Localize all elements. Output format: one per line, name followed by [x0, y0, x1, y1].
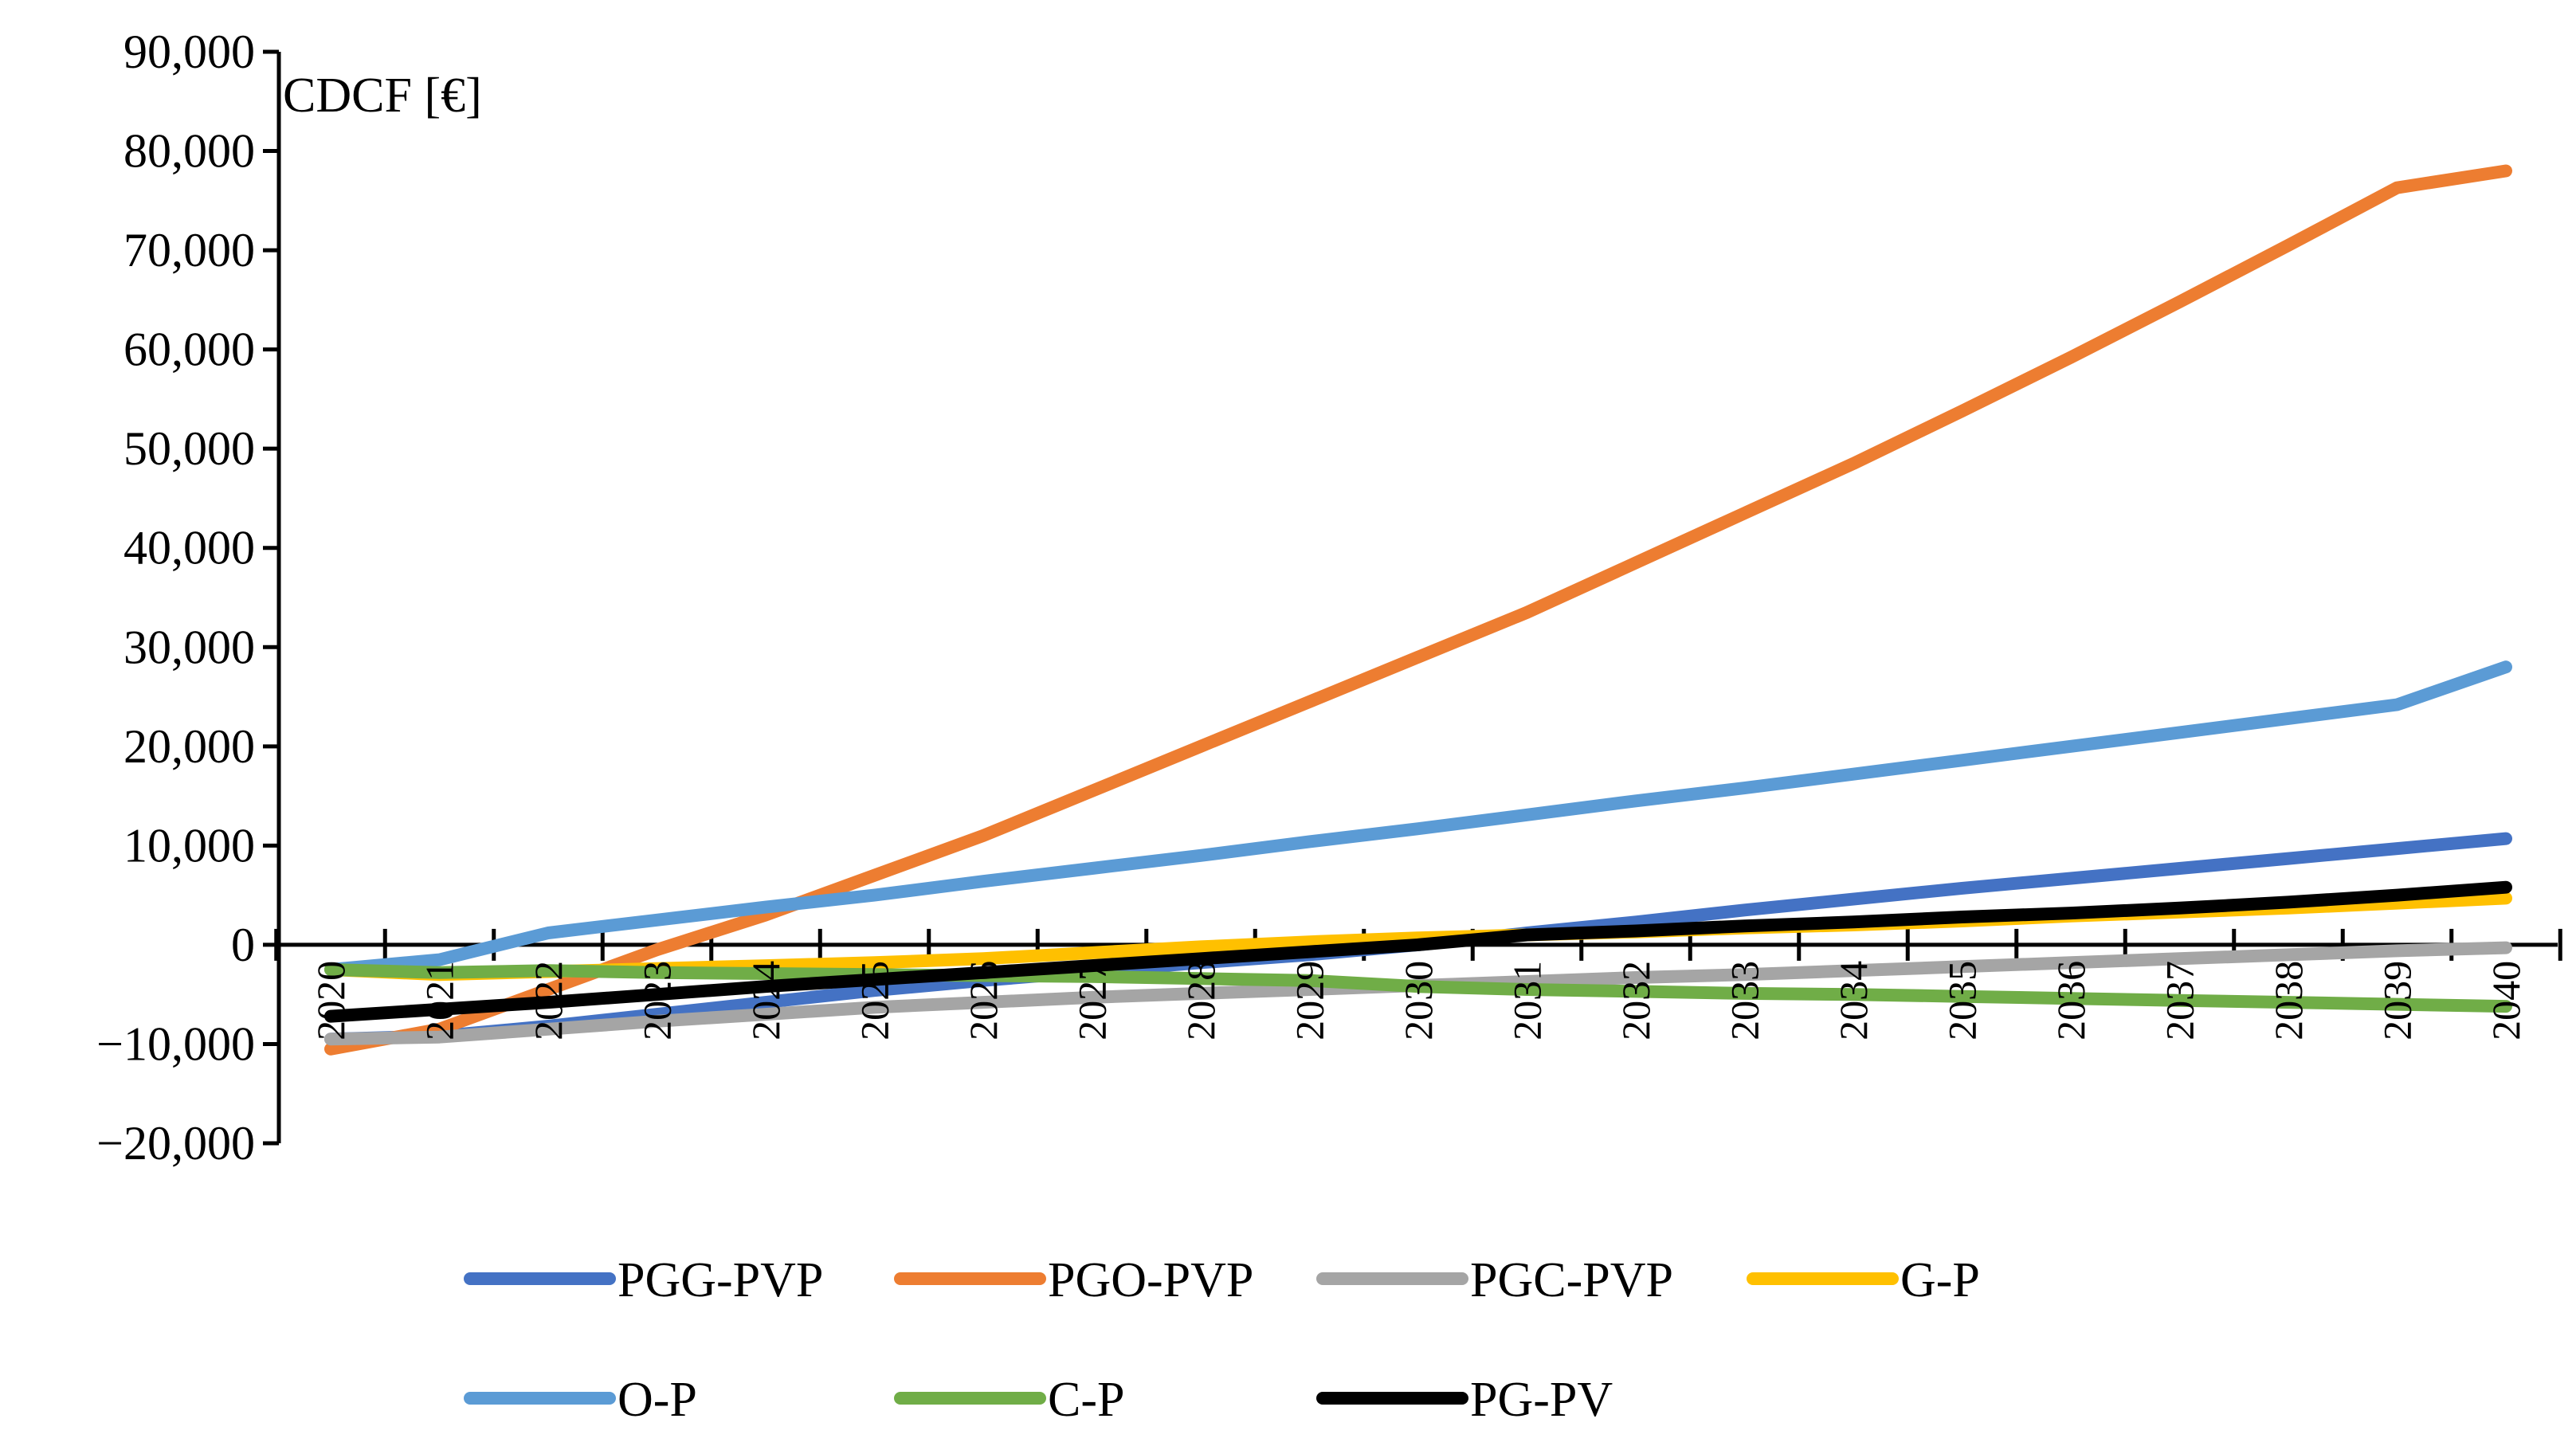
- labels-layer: −20,000 −10,000 0 10,000 20,000 30,000 40,000 5…: [96, 25, 2528, 1170]
- x-tick-label: 2032: [1613, 961, 1658, 1040]
- x-tick-label: 2020: [308, 961, 353, 1040]
- x-tick-label: 2023: [635, 961, 680, 1040]
- legend-label: PGO-PVP: [1048, 1253, 1253, 1307]
- y-tick-label: −10,000: [96, 1017, 255, 1070]
- y-axis-title: CDCF [€]: [283, 69, 482, 123]
- x-tick-label: 2035: [1940, 961, 1985, 1040]
- x-tick-label: 2024: [743, 961, 788, 1040]
- legend-label: G-P: [1900, 1253, 1980, 1307]
- x-tick-label: 2038: [2266, 961, 2311, 1040]
- series-line-pg-pv: [324, 880, 2512, 1023]
- y-tick-label: −20,000: [96, 1117, 255, 1170]
- series-line-c-p: [324, 963, 2512, 1013]
- legend-label: PGC-PVP: [1470, 1253, 1673, 1307]
- y-tick-label: 40,000: [124, 522, 255, 574]
- x-tick-label: 2029: [1288, 961, 1332, 1040]
- x-tick-label: 2027: [1070, 961, 1115, 1040]
- y-tick-label: 90,000: [124, 25, 255, 78]
- legend-label: PGG-PVP: [618, 1253, 823, 1307]
- y-tick-label: 0: [231, 919, 255, 971]
- x-tick-label: 2022: [526, 961, 570, 1040]
- legend-label: C-P: [1048, 1373, 1124, 1427]
- y-tick-label: 60,000: [124, 323, 255, 376]
- y-tick-label: 20,000: [124, 720, 255, 773]
- y-tick-label: 50,000: [124, 422, 255, 475]
- x-tick-label: 2031: [1505, 961, 1550, 1040]
- x-tick-label: 2037: [2158, 961, 2202, 1040]
- y-tick-label: 10,000: [124, 819, 255, 872]
- y-tick-label: 70,000: [124, 224, 255, 276]
- x-tick-label: 2040: [2484, 961, 2528, 1040]
- x-tick-label: 2039: [2375, 961, 2420, 1040]
- y-tick-label: 80,000: [124, 125, 255, 178]
- x-tick-label: 2030: [1396, 961, 1441, 1040]
- series-line-pgo-pvp: [324, 164, 2512, 1056]
- series-layer: [324, 164, 2512, 1056]
- x-tick-label: 2021: [418, 961, 462, 1040]
- x-tick-label: 2026: [961, 961, 1006, 1040]
- x-tick-label: 2034: [1831, 961, 1876, 1040]
- x-tick-label: 2036: [2049, 961, 2093, 1040]
- legend-label: PG-PV: [1470, 1373, 1613, 1427]
- legend: PGG-PVP PGO-PVP PGC-PVP G-P O-P C-P PG-PV: [464, 1253, 1980, 1427]
- legend-label: O-P: [618, 1373, 697, 1427]
- x-tick-label: 2033: [1723, 961, 1767, 1040]
- series-line-o-p: [324, 660, 2512, 976]
- y-tick-label: 30,000: [124, 621, 255, 673]
- x-tick-label: 2028: [1178, 961, 1223, 1040]
- x-tick-label: 2025: [853, 961, 897, 1040]
